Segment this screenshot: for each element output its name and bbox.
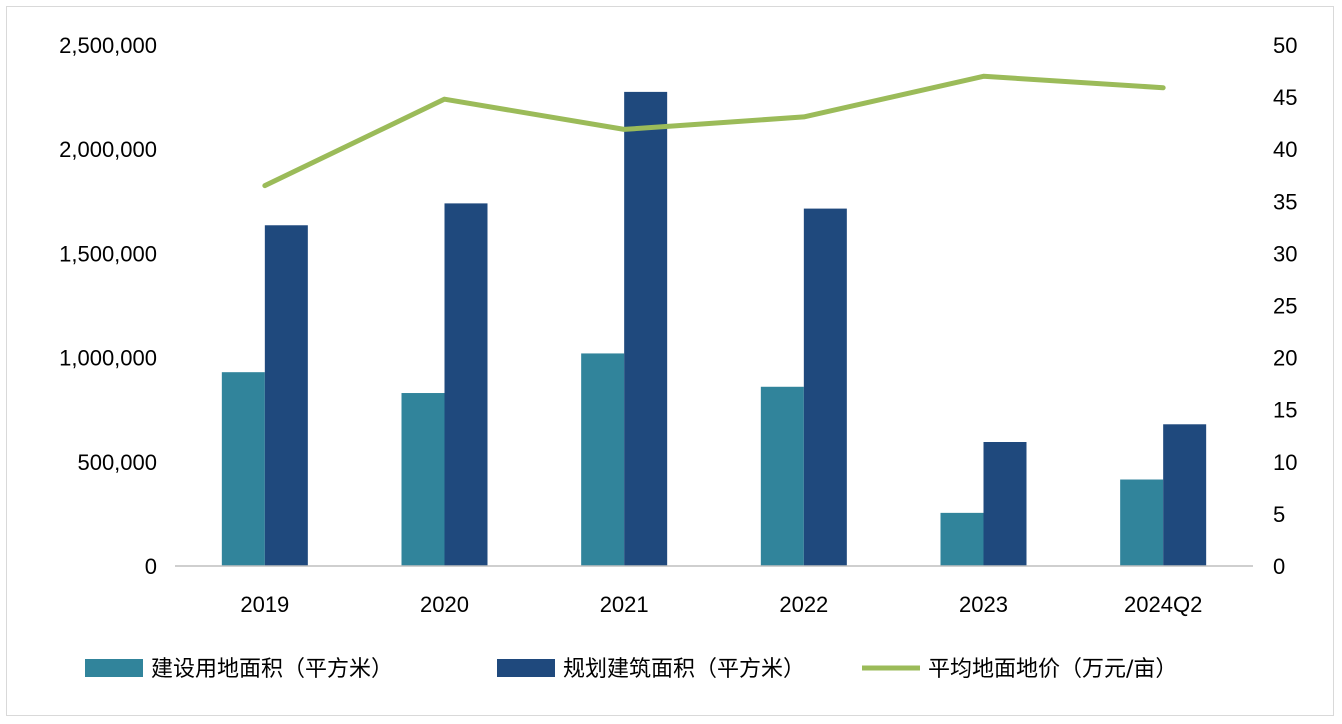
left-tick-label: 0 bbox=[145, 554, 157, 579]
bar-land-area bbox=[1120, 479, 1164, 566]
right-tick-label: 10 bbox=[1273, 450, 1297, 475]
category-label: 2022 bbox=[779, 592, 828, 617]
bar-building-area bbox=[444, 203, 488, 566]
left-tick-label: 2,000,000 bbox=[59, 137, 157, 162]
bar-land-area bbox=[221, 372, 265, 566]
category-label: 2020 bbox=[420, 592, 469, 617]
right-tick-label: 20 bbox=[1273, 346, 1297, 371]
bar-land-area bbox=[940, 512, 984, 566]
right-tick-label: 45 bbox=[1273, 85, 1297, 110]
right-tick-label: 30 bbox=[1273, 241, 1297, 266]
legend-label: 平均地面地价（万元/亩） bbox=[928, 657, 1177, 682]
bar-building-area bbox=[264, 225, 308, 567]
bar-land-area bbox=[401, 393, 445, 566]
bar-land-area bbox=[581, 353, 625, 566]
right-tick-label: 50 bbox=[1273, 33, 1297, 58]
left-tick-label: 1,500,000 bbox=[59, 241, 157, 266]
left-tick-label: 1,000,000 bbox=[59, 346, 157, 371]
bars-group bbox=[221, 91, 1207, 567]
bar-building-area bbox=[624, 91, 668, 566]
legend-label: 规划建筑面积（平方米） bbox=[563, 657, 805, 682]
left-tick-label: 2,500,000 bbox=[59, 33, 157, 58]
bar-building-area bbox=[983, 442, 1027, 566]
category-label: 2021 bbox=[600, 592, 649, 617]
bar-building-area bbox=[1163, 424, 1207, 566]
bar-building-area bbox=[803, 208, 847, 566]
bar-land-area bbox=[760, 386, 804, 566]
category-label: 2024Q2 bbox=[1124, 592, 1202, 617]
legend-label: 建设用地面积（平方米） bbox=[151, 657, 393, 682]
category-label: 2019 bbox=[240, 592, 289, 617]
right-tick-label: 40 bbox=[1273, 137, 1297, 162]
line-series-group bbox=[262, 73, 1166, 189]
line-avg-land-price bbox=[262, 73, 1166, 189]
left-axis-ticks: 0 500,000 1,000,000 1,500,000 2,000,000 2,500… bbox=[59, 33, 157, 579]
legend: 建设用地面积（平方米） 规划建筑面积（平方米） 平均地面地价（万元/亩） bbox=[85, 657, 1177, 682]
right-tick-label: 5 bbox=[1273, 502, 1285, 527]
right-tick-label: 0 bbox=[1273, 554, 1285, 579]
right-tick-label: 35 bbox=[1273, 189, 1297, 214]
right-tick-label: 15 bbox=[1273, 398, 1297, 423]
legend-swatch bbox=[497, 659, 555, 677]
left-tick-label: 500,000 bbox=[77, 450, 157, 475]
right-tick-label: 25 bbox=[1273, 294, 1297, 319]
category-label: 2023 bbox=[959, 592, 1008, 617]
right-axis-ticks: 0 5 10 15 20 25 30 35 40 45 50 bbox=[1273, 33, 1297, 579]
legend-swatch bbox=[85, 659, 143, 677]
category-labels: 2019 2020 2021 2022 2023 2024Q2 bbox=[240, 592, 1202, 617]
